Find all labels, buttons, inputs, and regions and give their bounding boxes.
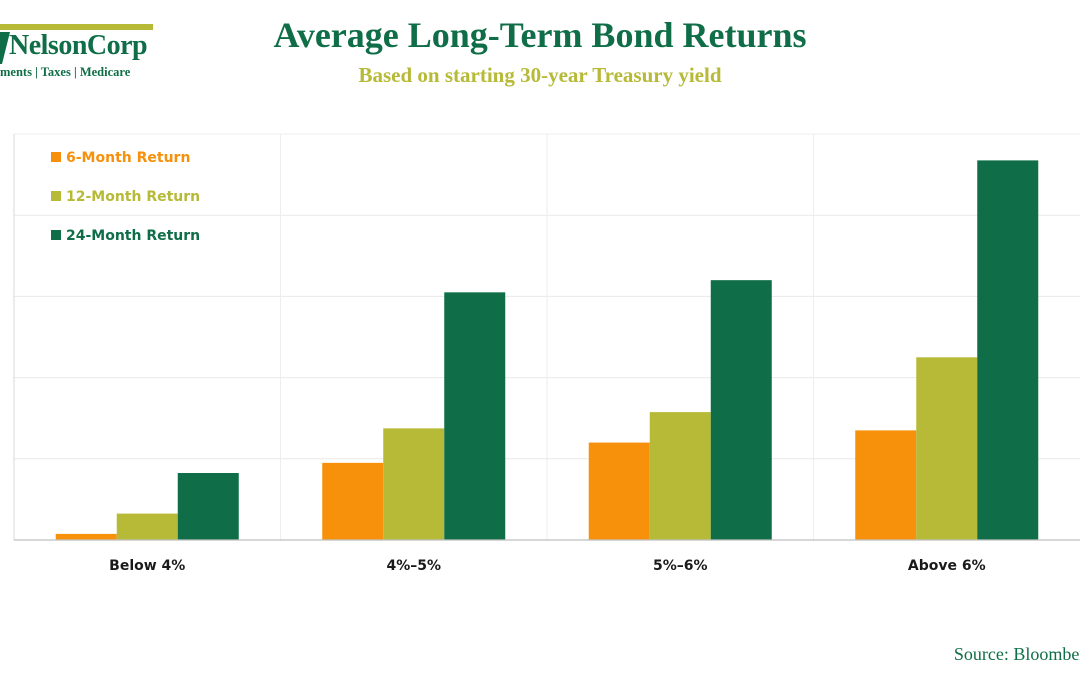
legend-label: 12-Month Return	[66, 189, 200, 205]
legend-swatch	[51, 191, 61, 201]
bar-6-month-return	[55, 533, 117, 540]
logo-accent-bar	[0, 24, 153, 30]
chart-title: Average Long-Term Bond Returns	[273, 15, 807, 55]
bar-24-month-return	[710, 280, 772, 540]
logo-mark-icon	[0, 32, 10, 64]
chart-subtitle: Based on starting 30-year Treasury yield	[358, 63, 722, 87]
legend-swatch	[51, 152, 61, 162]
legend-swatch	[51, 230, 61, 240]
x-tick-label: Above 6%	[908, 558, 986, 574]
bar-12-month-return	[916, 357, 978, 540]
bar-24-month-return	[444, 292, 506, 540]
legend-label: 24-Month Return	[66, 228, 200, 244]
legend-label: 6-Month Return	[66, 150, 190, 166]
logo-tagline: ments | Taxes | Medicare	[0, 65, 131, 79]
x-tick-label: 4%–5%	[386, 558, 441, 574]
bar-12-month-return	[383, 428, 445, 540]
company-logo: NelsonCorp ments | Taxes | Medicare	[0, 24, 160, 84]
bar-6-month-return	[588, 442, 650, 540]
source-note: Source: Bloomberg	[953, 644, 1080, 664]
bar-24-month-return	[177, 473, 239, 540]
x-tick-label: 5%–6%	[653, 558, 708, 574]
bar-24-month-return	[977, 160, 1039, 540]
x-tick-label: Below 4%	[109, 558, 185, 574]
bar-12-month-return	[116, 513, 178, 540]
logo-name: NelsonCorp	[9, 30, 148, 61]
bar-6-month-return	[855, 430, 917, 540]
bar-12-month-return	[649, 412, 711, 540]
bar-6-month-return	[322, 462, 384, 540]
